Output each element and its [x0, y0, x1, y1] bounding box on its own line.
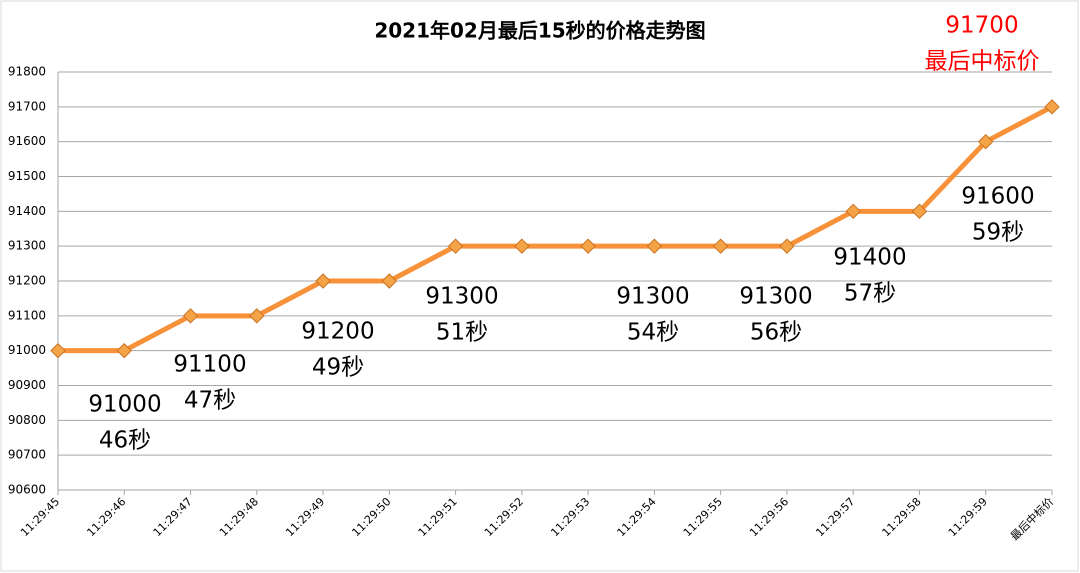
marker: [978, 133, 994, 150]
y-tick-label: 91500: [8, 169, 46, 183]
marker: [646, 238, 663, 254]
price-line: [58, 104, 1054, 354]
annotation: 91300: [616, 284, 689, 310]
y-tick-label: 91100: [8, 308, 46, 322]
marker: [315, 273, 331, 289]
annotation: 91000: [88, 392, 161, 418]
annotation: 56秒: [750, 320, 802, 346]
y-tick-label: 91400: [8, 204, 46, 218]
annotation: 91400: [833, 245, 906, 271]
marker: [249, 308, 265, 324]
marker: [447, 238, 464, 254]
annotation: 51秒: [436, 320, 488, 346]
annotation: 47秒: [184, 388, 236, 414]
marker: [911, 203, 928, 220]
marker: [182, 308, 199, 324]
annotation: 91300: [739, 284, 812, 310]
annotation: 54秒: [627, 320, 679, 346]
marker: [50, 342, 66, 359]
annotation: 91200: [301, 319, 374, 345]
annotation: 91600: [961, 184, 1034, 210]
marker: [1044, 99, 1060, 115]
annotation: 57秒: [844, 281, 896, 307]
annotation: 49秒: [312, 355, 364, 381]
y-tick-label: 91700: [8, 99, 46, 113]
annotation: 91100: [173, 352, 246, 378]
y-tick-label: 91600: [8, 134, 46, 148]
marker: [116, 342, 132, 359]
y-tick-label: 91000: [8, 343, 46, 357]
marker: [381, 273, 398, 289]
annotation: 59秒: [972, 220, 1024, 246]
marker: [514, 238, 530, 254]
y-tick-label: 91200: [8, 274, 46, 288]
final-label: 91700: [945, 13, 1018, 39]
y-tick-label: 90800: [8, 413, 46, 427]
annotation: 46秒: [99, 428, 151, 454]
marker: [580, 238, 596, 254]
chart-title: 2021年02月最后15秒的价格走势图: [374, 19, 705, 43]
y-tick-label: 90900: [8, 378, 46, 392]
y-tick-label: 91300: [8, 239, 46, 253]
marker: [712, 238, 729, 254]
marker: [845, 203, 861, 220]
annotation: 91300: [425, 284, 498, 310]
y-tick-label: 90700: [8, 448, 46, 462]
y-tick-label: 91800: [8, 65, 46, 79]
y-tick-label: 90600: [8, 483, 46, 497]
final-label: 最后中标价: [925, 49, 1040, 75]
marker: [779, 238, 795, 254]
